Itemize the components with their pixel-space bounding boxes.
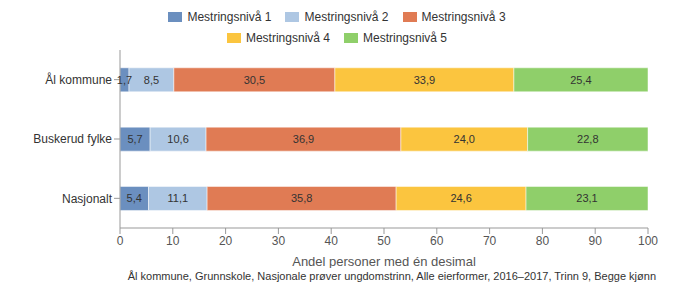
- svg-text:10: 10: [166, 234, 180, 248]
- svg-text:23,1: 23,1: [576, 192, 597, 204]
- svg-text:30: 30: [272, 234, 286, 248]
- svg-text:36,9: 36,9: [293, 133, 314, 145]
- svg-text:8,5: 8,5: [144, 74, 159, 86]
- svg-text:50: 50: [377, 234, 391, 248]
- svg-text:25,4: 25,4: [570, 74, 591, 86]
- html-text:Ål kommune, Grunnskole, Nasjon: Ål kommune, Grunnskole, Nasjonale prøver…: [127, 270, 656, 282]
- svg-text:11,1: 11,1: [168, 192, 189, 204]
- svg-text:35,8: 35,8: [291, 192, 312, 204]
- svg-text:Andel personer med én desimal: Andel personer med én desimal: [292, 254, 476, 268]
- svg-text:5,7: 5,7: [127, 133, 142, 145]
- svg-text:24,0: 24,0: [454, 133, 475, 145]
- svg-text:30,5: 30,5: [244, 74, 265, 86]
- svg-text:24,6: 24,6: [450, 192, 471, 204]
- svg-text:80: 80: [536, 234, 550, 248]
- svg-text:5,4: 5,4: [127, 192, 142, 204]
- svg-text:100: 100: [638, 234, 658, 248]
- svg-text:Buskerud fylke: Buskerud fylke: [33, 132, 112, 146]
- html-text:Mestringsnivå 4: Mestringsnivå 4: [246, 30, 330, 45]
- svg-text:22,8: 22,8: [577, 133, 598, 145]
- html-text:Mestringsnivå 1: Mestringsnivå 1: [187, 9, 272, 24]
- html-text:Mestringsnivå 5: Mestringsnivå 5: [363, 30, 447, 45]
- svg-text:40: 40: [325, 234, 339, 248]
- html-text:Mestringsnivå 3: Mestringsnivå 3: [421, 9, 506, 24]
- svg-text:70: 70: [483, 234, 497, 248]
- svg-text:10,6: 10,6: [167, 133, 188, 145]
- svg-text:33,9: 33,9: [414, 74, 435, 86]
- svg-text:Ål kommune: Ål kommune: [45, 72, 112, 87]
- svg-text:90: 90: [589, 234, 603, 248]
- svg-text:Nasjonalt: Nasjonalt: [62, 192, 113, 206]
- html-text:Mestringsnivå 2: Mestringsnivå 2: [304, 9, 389, 24]
- svg-text:20: 20: [219, 234, 233, 248]
- svg-text:1,7: 1,7: [117, 74, 132, 86]
- svg-text:60: 60: [430, 234, 444, 248]
- svg-text:0: 0: [117, 234, 124, 248]
